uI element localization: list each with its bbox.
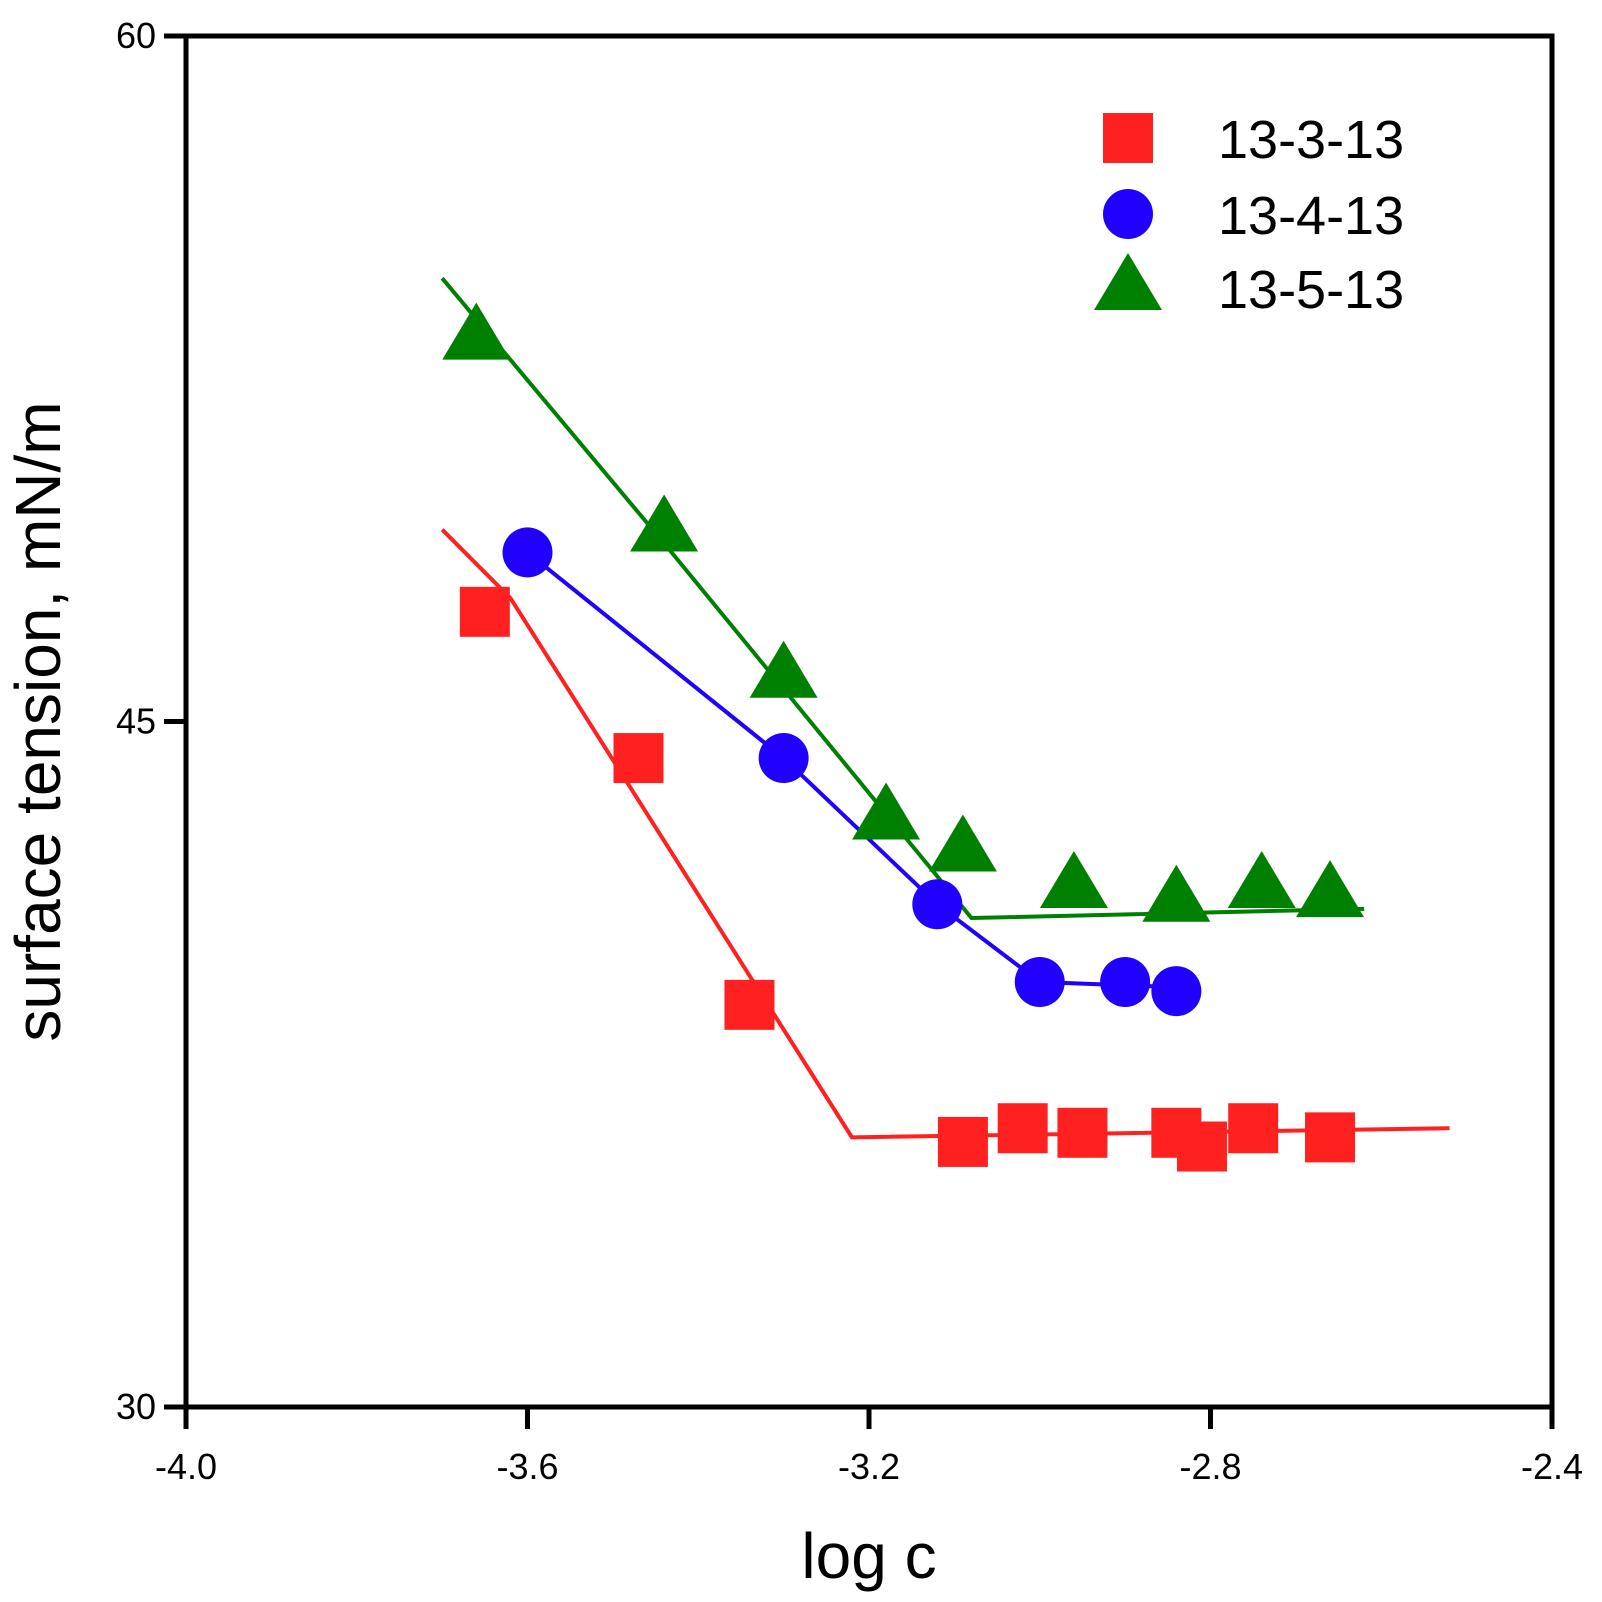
x-tick-label: -4.0 xyxy=(155,1446,217,1487)
data-point-13-3-13 xyxy=(997,1103,1048,1154)
data-point-13-3-13 xyxy=(1228,1103,1279,1154)
data-point-13-5-13 xyxy=(1142,864,1211,922)
y-tick-label: 30 xyxy=(116,1386,156,1427)
data-point-13-3-13 xyxy=(613,733,664,784)
data-point-13-4-13 xyxy=(502,527,553,578)
legend-label-13-3-13: 13-3-13 xyxy=(1218,110,1404,170)
data-point-13-4-13 xyxy=(758,733,809,784)
data-point-13-5-13 xyxy=(852,782,921,840)
y-tick-label: 60 xyxy=(116,15,156,56)
legend-marker-13-3-13 xyxy=(1103,113,1153,163)
x-tick-label: -3.6 xyxy=(496,1446,558,1487)
data-point-13-3-13 xyxy=(1305,1112,1356,1163)
legend: 13-3-13 13-4-13 13-5-13 xyxy=(1094,110,1404,320)
data-point-13-3-13 xyxy=(1057,1107,1108,1158)
data-point-13-4-13 xyxy=(912,879,963,930)
data-point-13-5-13 xyxy=(1039,851,1108,909)
data-point-13-4-13 xyxy=(1014,956,1065,1007)
data-markers xyxy=(442,302,1365,1172)
legend-marker-13-5-13 xyxy=(1094,253,1162,310)
data-point-13-5-13 xyxy=(1296,860,1365,918)
x-tick-label: -2.4 xyxy=(1521,1446,1583,1487)
legend-label-13-4-13: 13-4-13 xyxy=(1218,186,1404,246)
x-tick-label: -2.8 xyxy=(1179,1446,1241,1487)
legend-label-13-5-13: 13-5-13 xyxy=(1218,260,1404,320)
fit-lines xyxy=(440,276,1450,1140)
data-point-13-5-13 xyxy=(442,302,511,360)
data-point-13-3-13 xyxy=(724,979,775,1030)
data-point-13-4-13 xyxy=(1151,966,1202,1017)
y-tick-label: 45 xyxy=(116,701,156,742)
data-point-13-5-13 xyxy=(630,494,699,552)
data-point-13-3-13 xyxy=(459,586,510,637)
data-point-13-3-13 xyxy=(1176,1121,1227,1172)
data-point-13-4-13 xyxy=(1100,956,1151,1007)
fit-line-13-3-13 xyxy=(440,528,1450,1140)
axis-ticks: -4.0 -3.6 -3.2 -2.8 -2.4 30 45 60 xyxy=(116,15,1583,1487)
data-point-13-3-13 xyxy=(937,1116,988,1167)
legend-marker-13-4-13 xyxy=(1103,189,1153,239)
x-tick-label: -3.2 xyxy=(838,1446,900,1487)
y-axis-title: surface tension, mN/m xyxy=(2,401,74,1041)
x-axis-title: log c xyxy=(801,1520,936,1592)
data-point-13-5-13 xyxy=(749,640,818,698)
data-point-13-5-13 xyxy=(1227,851,1296,909)
data-point-13-5-13 xyxy=(928,814,997,872)
